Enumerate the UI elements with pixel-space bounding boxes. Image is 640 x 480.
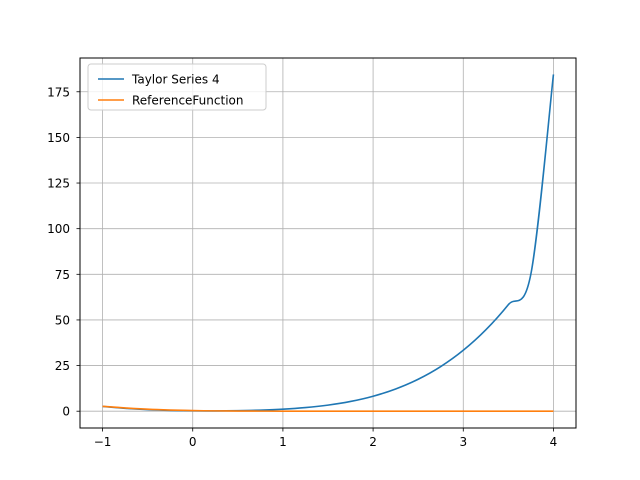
x-tick-label: 1 [279,435,287,449]
series-lines [102,74,555,413]
legend: Taylor Series 4 ReferenceFunction [87,63,267,111]
grid [80,58,576,428]
x-tick-label: 2 [369,435,377,449]
legend-label: Taylor Series 4 [131,73,220,87]
series-line-reference-function [102,405,554,413]
legend-label: ReferenceFunction [132,94,243,108]
y-tick-label: 75 [55,268,70,282]
y-tick-label: 175 [47,85,70,99]
plot-frame [79,57,577,429]
x-tick-label: −1 [94,435,112,449]
y-tick-label: 25 [55,359,70,373]
axis-ticks: −1 0 1 2 3 4 0 25 50 75 100 125 150 175 [47,85,557,449]
y-tick-label: 0 [62,405,70,419]
y-tick-label: 150 [47,131,70,145]
legend-box [87,63,267,111]
x-tick-label: 4 [550,435,558,449]
x-tick-label: 3 [459,435,467,449]
y-tick-label: 125 [47,177,70,191]
x-tick-label: 0 [189,435,197,449]
y-tick-label: 50 [55,313,70,327]
y-tick-label: 100 [47,222,70,236]
